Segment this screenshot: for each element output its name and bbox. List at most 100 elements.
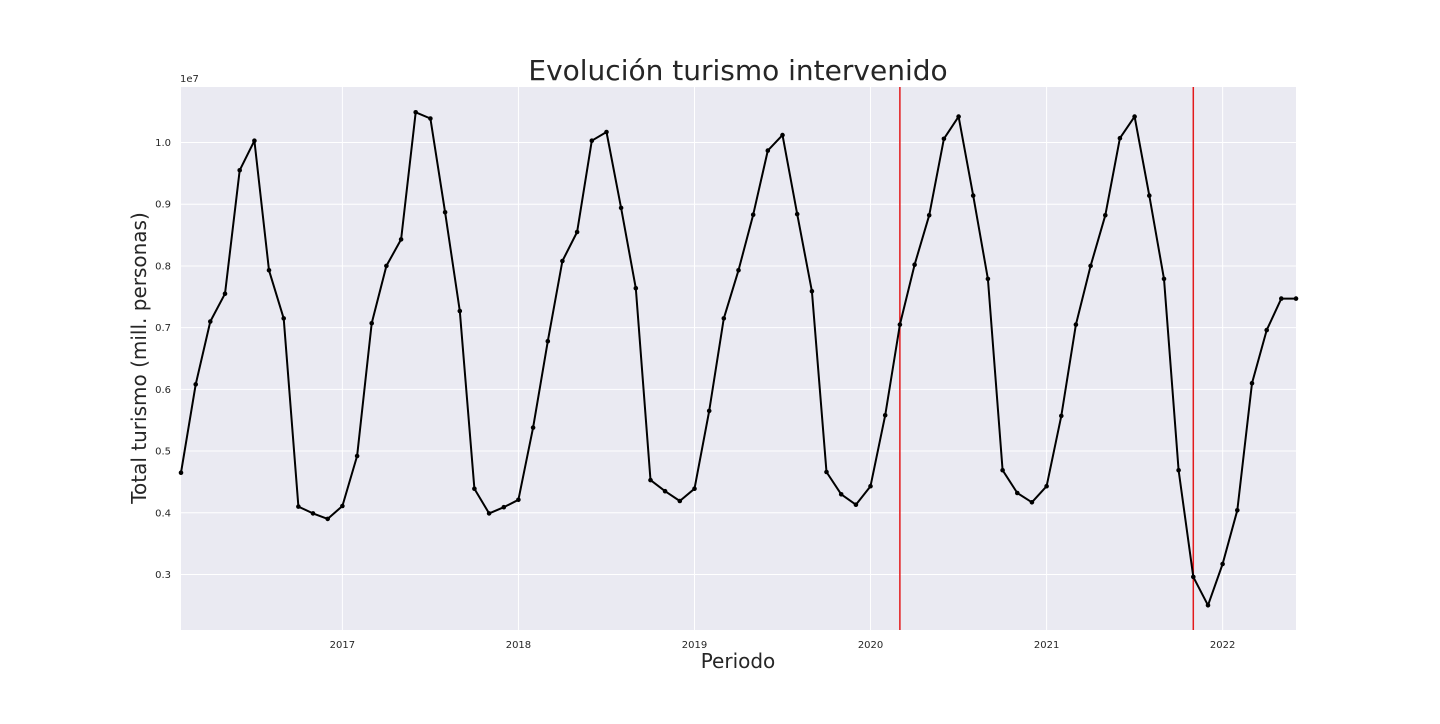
data-point	[486, 511, 492, 516]
data-point	[369, 321, 375, 326]
data-point	[1191, 574, 1196, 580]
data-point	[941, 136, 947, 142]
data-point	[1103, 213, 1108, 218]
data-point	[838, 492, 844, 497]
data-point	[281, 316, 287, 321]
x-tick-label: 2022	[1210, 640, 1235, 651]
data-point	[692, 486, 697, 492]
chart-title: Evolución turismo intervenido	[528, 54, 947, 87]
data-point	[1000, 467, 1005, 473]
data-point	[662, 488, 668, 494]
data-point	[560, 258, 565, 264]
data-point	[1220, 561, 1225, 567]
data-point	[1147, 193, 1152, 198]
y-axis-offset-label: 1e7	[180, 74, 199, 85]
data-point	[442, 210, 448, 215]
data-point	[516, 497, 521, 503]
y-tick-label: 0.9	[155, 200, 171, 211]
data-point	[1015, 490, 1020, 496]
data-point	[809, 288, 815, 294]
data-point	[780, 132, 785, 138]
data-point	[1073, 322, 1079, 327]
data-point	[897, 322, 903, 327]
data-point	[985, 276, 991, 282]
data-point	[1249, 380, 1255, 386]
data-point	[1029, 500, 1035, 505]
data-point	[750, 212, 756, 217]
data-point	[1264, 327, 1269, 333]
data-point	[868, 483, 873, 489]
data-point	[237, 168, 242, 173]
data-point	[589, 138, 595, 143]
data-point	[384, 263, 389, 269]
data-point	[325, 516, 331, 522]
data-point	[1088, 263, 1093, 269]
data-point	[178, 470, 184, 476]
data-point	[340, 503, 345, 509]
data-point	[633, 285, 639, 291]
data-point	[574, 229, 580, 235]
data-point	[296, 504, 301, 509]
y-axis-label: Total turismo (mill. personas)	[127, 212, 151, 505]
data-point	[677, 498, 683, 504]
data-point	[501, 504, 507, 510]
data-point	[706, 408, 712, 414]
y-tick-label: 0.6	[155, 385, 171, 396]
x-axis-label: Periodo	[701, 649, 776, 673]
data-point	[252, 138, 257, 143]
x-tick-label: 2019	[682, 640, 707, 651]
data-point	[1205, 603, 1211, 608]
plot-background	[181, 87, 1296, 630]
data-point	[428, 116, 433, 121]
data-point	[310, 511, 316, 516]
y-tick-label: 0.7	[155, 323, 171, 334]
data-point	[1176, 467, 1181, 473]
data-point	[912, 262, 917, 268]
data-point	[604, 129, 609, 135]
grid-lines	[181, 87, 1296, 630]
data-point	[413, 110, 419, 115]
series-layer	[178, 110, 1299, 608]
y-tick-label: 0.4	[155, 508, 171, 519]
data-point	[926, 213, 932, 218]
data-point	[266, 268, 272, 273]
data-point	[648, 477, 653, 483]
data-point	[1161, 276, 1167, 282]
data-point	[765, 148, 771, 153]
data-point	[530, 425, 536, 430]
data-point	[956, 114, 961, 119]
y-tick-label: 1.0	[155, 138, 171, 149]
data-point	[222, 291, 228, 297]
y-tick-label: 0.3	[155, 570, 171, 581]
data-point	[882, 413, 888, 418]
x-tick-label: 2017	[330, 640, 355, 651]
data-point	[545, 338, 551, 344]
data-point	[193, 382, 198, 387]
data-point	[472, 486, 477, 492]
data-point	[208, 319, 213, 324]
x-tick-label: 2018	[506, 640, 531, 651]
data-point	[1059, 413, 1064, 419]
data-point	[354, 453, 360, 459]
data-point	[1044, 483, 1049, 489]
data-point	[457, 308, 463, 314]
data-point	[1293, 296, 1299, 301]
data-point	[721, 316, 727, 321]
data-point	[794, 211, 800, 217]
event-markers	[899, 87, 1195, 630]
data-point	[1235, 508, 1240, 513]
data-point	[853, 502, 859, 508]
y-tick-label: 0.5	[155, 447, 171, 458]
y-tick-label: 0.8	[155, 261, 171, 272]
data-point	[970, 193, 976, 198]
tick-labels: 0.3 0.4 0.5 0.6 0.7 0.8 0.9 1.0 2017 2018 2019 2020…	[155, 138, 1235, 651]
data-point	[736, 268, 741, 273]
data-point	[618, 205, 624, 211]
data-point	[1117, 135, 1123, 141]
data-point	[1132, 114, 1137, 119]
data-point	[1279, 296, 1284, 301]
x-tick-label: 2021	[1034, 640, 1059, 651]
data-point	[398, 237, 404, 242]
